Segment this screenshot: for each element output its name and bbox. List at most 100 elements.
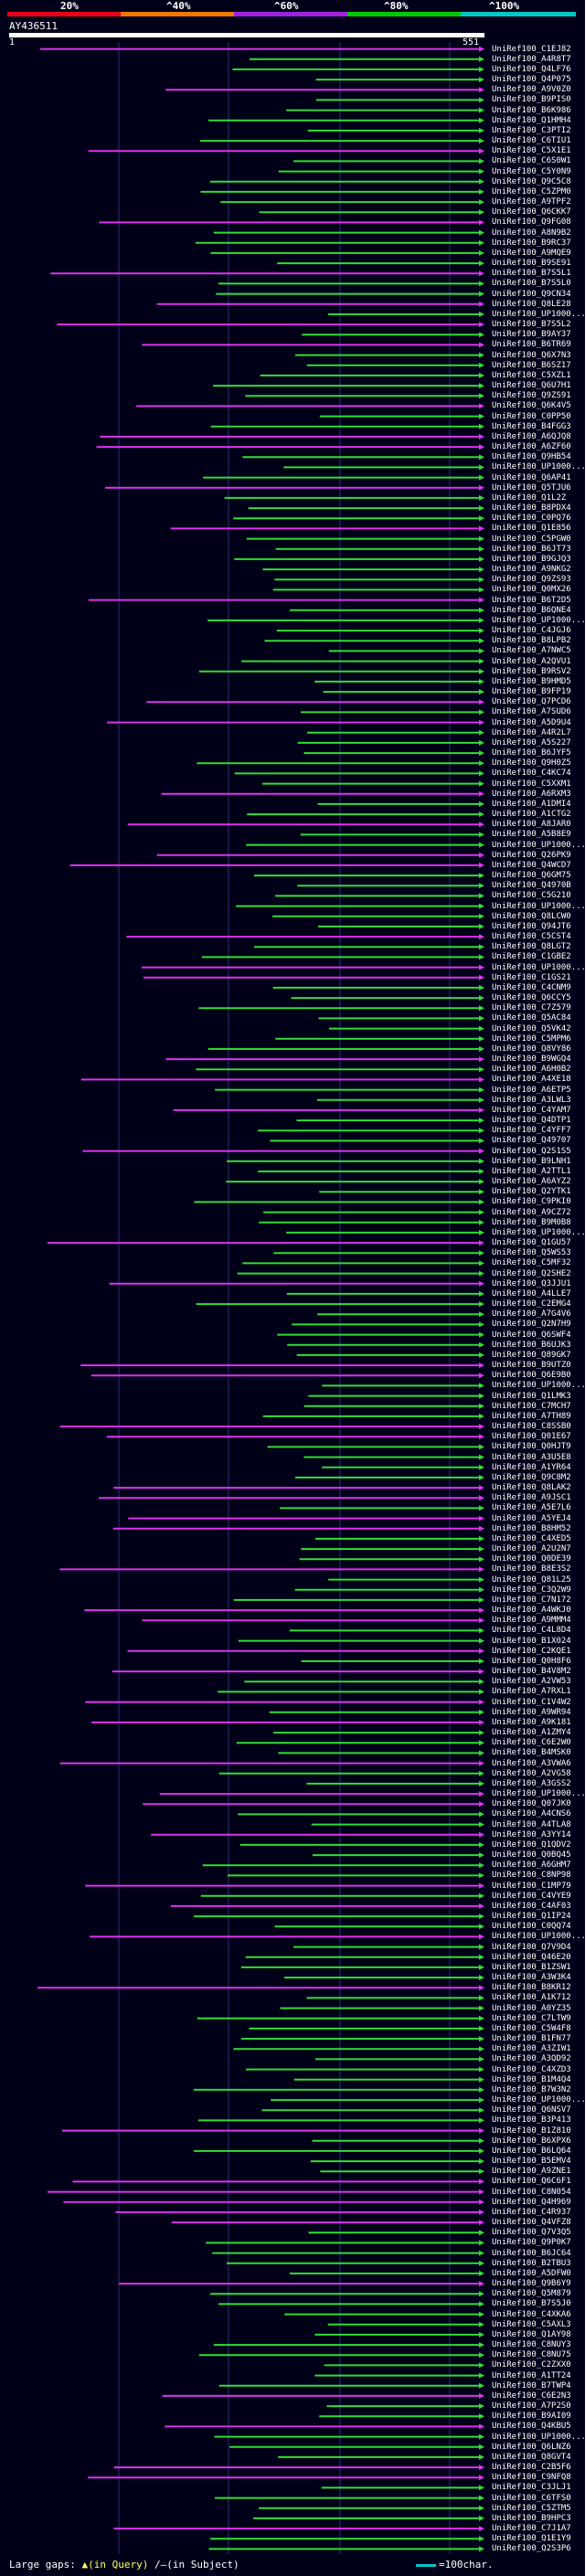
hit-label[interactable]: UniRef100_UP1000...: [492, 309, 585, 319]
hit-label[interactable]: UniRef100_C4AF03: [492, 1901, 571, 1911]
hit-label[interactable]: UniRef100_A3U5E8: [492, 1452, 571, 1462]
hit-label[interactable]: UniRef100_C7J1A7: [492, 2524, 571, 2534]
hit-label[interactable]: UniRef100_C7LTW9: [492, 2013, 571, 2023]
hit-label[interactable]: UniRef100_Q0H8F6: [492, 1656, 571, 1666]
hit-label[interactable]: UniRef100_B9RC37: [492, 238, 571, 248]
hit-label[interactable]: UniRef100_A6GHM7: [492, 1860, 571, 1871]
hit-label[interactable]: UniRef100_Q9B6Y9: [492, 2279, 571, 2289]
hit-label[interactable]: UniRef100_B2TBU3: [492, 2258, 571, 2268]
hit-label[interactable]: UniRef100_A5S227: [492, 737, 571, 747]
hit-label[interactable]: UniRef100_Q8LE28: [492, 299, 571, 309]
hit-label[interactable]: UniRef100_Q6LNZ6: [492, 2442, 571, 2452]
hit-label[interactable]: UniRef100_A5D9U4: [492, 717, 571, 727]
hit-label[interactable]: UniRef100_Q94JT6: [492, 921, 571, 931]
hit-label[interactable]: UniRef100_C4XKA6: [492, 2309, 571, 2319]
hit-label[interactable]: UniRef100_B9UTZ0: [492, 1361, 571, 1371]
hit-label[interactable]: UniRef100_B9PIS0: [492, 95, 571, 105]
hit-label[interactable]: UniRef100_Q1IP24: [492, 1912, 571, 1922]
hit-label[interactable]: UniRef100_C7N172: [492, 1595, 571, 1605]
hit-label[interactable]: UniRef100_Q1GU57: [492, 1238, 571, 1248]
hit-label[interactable]: UniRef100_A4R8T7: [492, 54, 571, 64]
hit-label[interactable]: UniRef100_Q46E20: [492, 1952, 571, 1962]
hit-label[interactable]: UniRef100_A6ZF60: [492, 442, 571, 452]
hit-label[interactable]: UniRef100_B6JT73: [492, 544, 571, 554]
hit-label[interactable]: UniRef100_C5ZPM0: [492, 186, 571, 196]
hit-label[interactable]: UniRef100_C6E2N3: [492, 2390, 571, 2401]
hit-label[interactable]: UniRef100_Q1QDV2: [492, 1839, 571, 1850]
hit-label[interactable]: UniRef100_B9HPC3: [492, 2513, 571, 2523]
hit-label[interactable]: UniRef100_B4FGG3: [492, 421, 571, 431]
hit-label[interactable]: UniRef100_A3LWL3: [492, 1095, 571, 1105]
hit-label[interactable]: UniRef100_UP1000...: [492, 1381, 585, 1391]
hit-label[interactable]: UniRef100_A2U2N7: [492, 1544, 571, 1554]
hit-label[interactable]: UniRef100_A5DFW0: [492, 2268, 571, 2278]
hit-label[interactable]: UniRef100_Q5AC84: [492, 1013, 571, 1023]
hit-label[interactable]: UniRef100_B6TR69: [492, 340, 571, 350]
hit-label[interactable]: UniRef100_B6JC64: [492, 2248, 571, 2258]
hit-label[interactable]: UniRef100_Q1E1Y9: [492, 2534, 571, 2544]
hit-label[interactable]: UniRef100_A4LLE7: [492, 1288, 571, 1299]
hit-label[interactable]: UniRef100_C1GS21: [492, 972, 571, 982]
hit-label[interactable]: UniRef100_C5XXM1: [492, 779, 571, 789]
hit-label[interactable]: UniRef100_B6JYF5: [492, 748, 571, 758]
hit-label[interactable]: UniRef100_B6XPX6: [492, 2136, 571, 2146]
hit-label[interactable]: UniRef100_B5EMV4: [492, 2157, 571, 2167]
hit-label[interactable]: UniRef100_Q1LMK3: [492, 1391, 571, 1401]
hit-label[interactable]: UniRef100_C1GBE2: [492, 952, 571, 962]
hit-label[interactable]: UniRef100_C6TIU1: [492, 136, 571, 146]
hit-label[interactable]: UniRef100_B3P413: [492, 2115, 571, 2125]
hit-label[interactable]: UniRef100_A9CZ72: [492, 1207, 571, 1217]
hit-label[interactable]: UniRef100_A1DMI4: [492, 799, 571, 809]
hit-label[interactable]: UniRef100_B1ZSW1: [492, 1962, 571, 1972]
hit-label[interactable]: UniRef100_Q6SWF4: [492, 1330, 571, 1340]
hit-label[interactable]: UniRef100_C4L8D4: [492, 1626, 571, 1636]
hit-label[interactable]: UniRef100_C3JLJ1: [492, 2483, 571, 2493]
hit-label[interactable]: UniRef100_A3QD92: [492, 2054, 571, 2064]
hit-label[interactable]: UniRef100_UP1000...: [492, 2432, 585, 2442]
hit-label[interactable]: UniRef100_Q6E9B0: [492, 1371, 571, 1381]
hit-label[interactable]: UniRef100_Q6C6F1: [492, 2177, 571, 2187]
hit-label[interactable]: UniRef100_Q01E67: [492, 1432, 571, 1442]
hit-label[interactable]: UniRef100_Q1L2Z: [492, 493, 567, 503]
hit-label[interactable]: UniRef100_A7P2S0: [492, 2401, 571, 2412]
hit-label[interactable]: UniRef100_Q6NSV7: [492, 2105, 571, 2115]
hit-label[interactable]: UniRef100_A2QVU1: [492, 656, 571, 666]
hit-label[interactable]: UniRef100_Q6X7N3: [492, 350, 571, 360]
hit-label[interactable]: UniRef100_C5ZTM5: [492, 2503, 571, 2513]
hit-label[interactable]: UniRef100_Q6U7H1: [492, 381, 571, 391]
hit-label[interactable]: UniRef100_C4CNM9: [492, 982, 571, 992]
hit-label[interactable]: UniRef100_A3VWA6: [492, 1758, 571, 1768]
hit-label[interactable]: UniRef100_UP1000...: [492, 962, 585, 972]
hit-label[interactable]: UniRef100_UP1000...: [492, 462, 585, 472]
hit-label[interactable]: UniRef100_B6QNE4: [492, 605, 571, 615]
hit-label[interactable]: UniRef100_Q4P075: [492, 75, 571, 85]
hit-label[interactable]: UniRef100_A9MQE9: [492, 248, 571, 258]
hit-label[interactable]: UniRef100_C2KQE1: [492, 1646, 571, 1656]
hit-label[interactable]: UniRef100_Q0DE39: [492, 1554, 571, 1564]
hit-label[interactable]: UniRef100_B6K986: [492, 105, 571, 115]
hit-label[interactable]: UniRef100_C0QQ74: [492, 1922, 571, 1932]
hit-label[interactable]: UniRef100_A9MMM4: [492, 1616, 571, 1626]
hit-label[interactable]: UniRef100_C5MPM6: [492, 1034, 571, 1044]
hit-label[interactable]: UniRef100_C3Q2W9: [492, 1585, 571, 1595]
hit-label[interactable]: UniRef100_Q2YTK1: [492, 1187, 571, 1197]
hit-label[interactable]: UniRef100_A2TTL1: [492, 1166, 571, 1176]
hit-label[interactable]: UniRef100_Q6CCY5: [492, 993, 571, 1003]
hit-label[interactable]: UniRef100_A6AYZ2: [492, 1177, 571, 1187]
hit-label[interactable]: UniRef100_A4XE18: [492, 1075, 571, 1085]
hit-label[interactable]: UniRef100_Q2S3P6: [492, 2544, 571, 2554]
hit-label[interactable]: UniRef100_Q6K4V5: [492, 401, 571, 411]
hit-label[interactable]: UniRef100_A0YZ35: [492, 2003, 571, 2013]
hit-label[interactable]: UniRef100_B9RSV2: [492, 666, 571, 676]
hit-label[interactable]: UniRef100_C9PKI0: [492, 1197, 571, 1207]
hit-label[interactable]: UniRef100_C4YFF7: [492, 1126, 571, 1136]
hit-label[interactable]: UniRef100_C4YAM7: [492, 1105, 571, 1115]
hit-label[interactable]: UniRef100_Q9HB54: [492, 452, 571, 462]
hit-label[interactable]: UniRef100_C4KC74: [492, 769, 571, 779]
hit-label[interactable]: UniRef100_C5G210: [492, 891, 571, 901]
hit-label[interactable]: UniRef100_Q89GK7: [492, 1350, 571, 1360]
hit-label[interactable]: UniRef100_Q07JK0: [492, 1799, 571, 1809]
hit-label[interactable]: UniRef100_C8SSB0: [492, 1422, 571, 1432]
hit-label[interactable]: UniRef100_A1TT24: [492, 2370, 571, 2380]
hit-label[interactable]: UniRef100_Q7V9D4: [492, 1942, 571, 1952]
